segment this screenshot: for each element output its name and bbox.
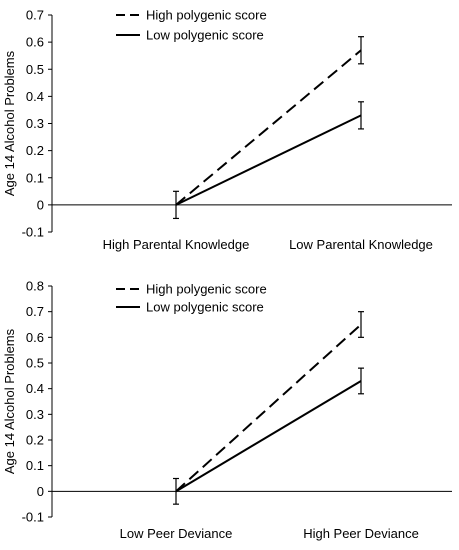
x-category-label: High Peer Deviance: [303, 526, 419, 541]
y-tick-label: 0: [37, 197, 44, 212]
series-line-1: [175, 49, 362, 206]
y-tick-label: 0.6: [26, 330, 44, 345]
legend-label-1: High polygenic score: [146, 282, 267, 297]
y-axis-label: Age 14 Alcohol Problems: [2, 328, 17, 474]
legend-label-1: High polygenic score: [146, 8, 267, 23]
y-tick-label: -0.1: [22, 225, 44, 240]
x-category-label: High Parental Knowledge: [103, 237, 250, 252]
y-tick-label: 0.1: [26, 458, 44, 473]
y-tick-label: 0.3: [26, 407, 44, 422]
y-tick-label: 0.7: [26, 304, 44, 319]
series-line-1: [175, 323, 362, 493]
y-tick-label: -0.1: [22, 510, 44, 525]
y-tick-label: 0.4: [26, 89, 44, 104]
series-line-2: [175, 114, 362, 206]
series-line-2: [175, 380, 362, 493]
legend-label-2: Low polygenic score: [146, 300, 264, 315]
y-tick-label: 0.3: [26, 116, 44, 131]
x-category-label: Low Peer Deviance: [120, 526, 233, 541]
y-tick-label: 0.6: [26, 35, 44, 50]
y-tick-label: 0.1: [26, 170, 44, 185]
x-category-label: Low Parental Knowledge: [289, 237, 433, 252]
legend-label-2: Low polygenic score: [146, 28, 264, 43]
y-tick-label: 0.7: [26, 8, 44, 23]
y-tick-label: 0.5: [26, 62, 44, 77]
y-axis-label: Age 14 Alcohol Problems: [2, 50, 17, 196]
y-tick-label: 0.2: [26, 433, 44, 448]
y-tick-label: 0.4: [26, 381, 44, 396]
chart-panel-1: -0.1 0 0.1 0.2 0.3 0.4 0.5 0.6 0.7 Age 14 Alcohol…: [2, 8, 452, 252]
y-tick-label: 0.5: [26, 356, 44, 371]
chart-panel-2: -0.1 0 0.1 0.2 0.3 0.4 0.5 0.6 0.7 0.8 Age 14 Alco…: [2, 279, 452, 541]
y-tick-label: 0: [37, 484, 44, 499]
y-tick-label: 0.2: [26, 143, 44, 158]
y-tick-label: 0.8: [26, 279, 44, 294]
